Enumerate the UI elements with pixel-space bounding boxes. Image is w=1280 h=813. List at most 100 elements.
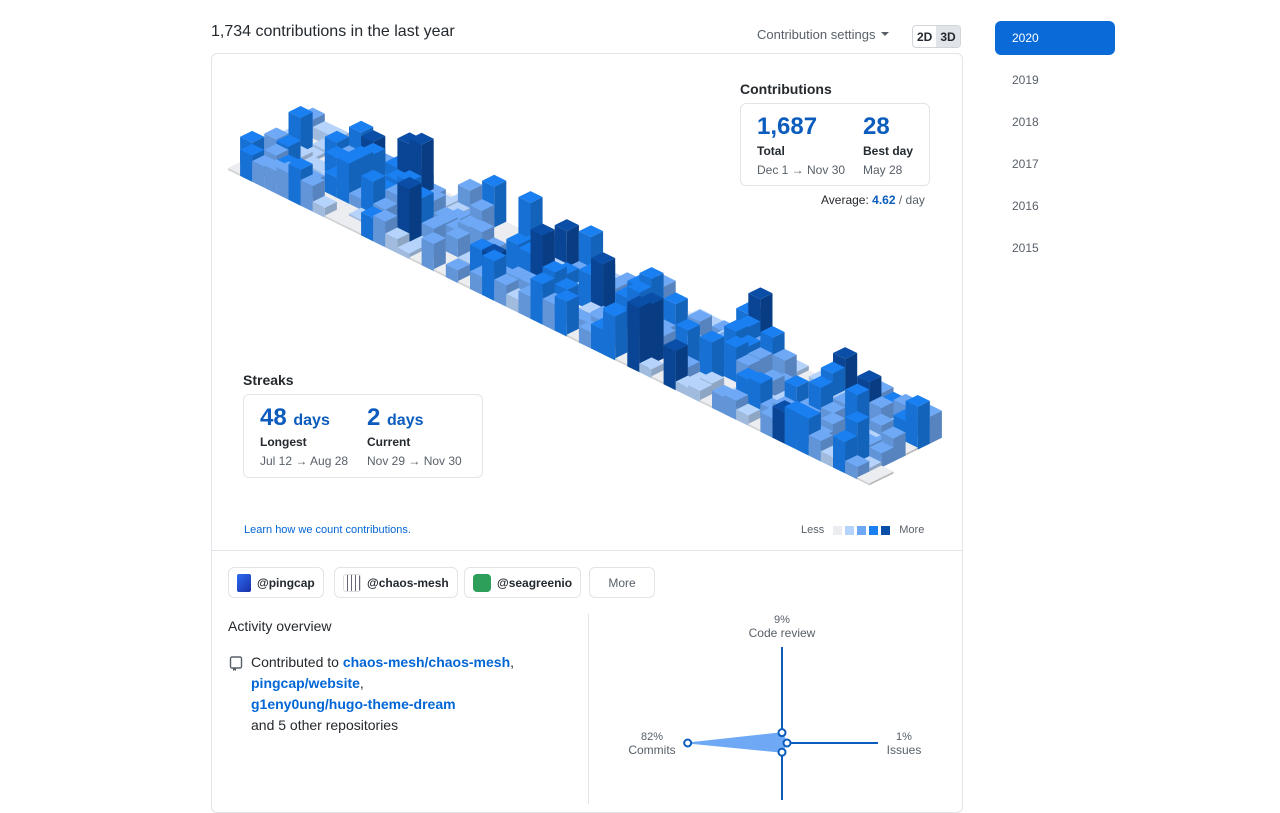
more-orgs-button[interactable]: More [589, 567, 655, 598]
contribution-bar-top [627, 280, 652, 293]
contribution-bar-top [820, 401, 846, 414]
streaks-heading: Streaks [243, 372, 294, 388]
contribution-bar-top [724, 389, 749, 401]
pingcap-logo-icon [237, 573, 251, 592]
contribution-bar-left-face [373, 215, 386, 248]
contribution-bar-right-face [494, 180, 507, 230]
year-2016[interactable]: 2016 [1012, 199, 1039, 213]
legend-swatch-3 [869, 525, 879, 535]
current-label: Current [367, 435, 411, 449]
org-filter-seagreenio[interactable]: @seagreenio [464, 567, 582, 598]
year-2018[interactable]: 2018 [1012, 115, 1039, 129]
total-value: 1,687 [757, 113, 818, 140]
year-2020[interactable]: 2020 [995, 21, 1115, 55]
repo-link-chaos-mesh[interactable]: chaos-mesh/chaos-mesh [342, 654, 511, 670]
contribution-bar-left-face [324, 215, 337, 224]
contribution-bar-top [385, 227, 410, 240]
best-day-value: 28 [863, 113, 890, 140]
year-list: 2020 2019 2018 2017 2016 2015 [995, 21, 1115, 273]
contribution-bar-top [687, 309, 712, 322]
contribution-bar-right-face [857, 417, 870, 468]
contribution-bar-left-face [445, 233, 458, 260]
org-filter-pingcap[interactable]: @pingcap [228, 567, 324, 598]
contribution-bar-top [760, 326, 785, 338]
contribution-bar-left-face [784, 406, 797, 450]
year-2015[interactable]: 2015 [1012, 241, 1039, 255]
activity-summary: Contributed to chaos-mesh/chaos-mesh, pi… [251, 654, 515, 733]
contribution-bar-top [349, 145, 374, 158]
year-2019[interactable]: 2019 [1012, 73, 1039, 87]
contribution-bar-left-face [615, 358, 628, 367]
contribution-bar-top [276, 134, 301, 147]
contribution-bar-left-face [845, 461, 858, 480]
contribution-bar-left-face [530, 278, 543, 325]
longest-streak-value: 48 [260, 404, 287, 431]
contribution-bar-left-face [905, 400, 918, 450]
contribution-settings-dropdown[interactable]: Contribution settings [757, 27, 889, 42]
contribution-bar-top [784, 400, 809, 413]
contribution-bar-top [409, 132, 434, 145]
current-range: Nov 29 → Nov 30 [367, 454, 462, 468]
contribution-bar-top [445, 202, 470, 214]
radar-point [782, 738, 792, 748]
contribution-bar-left-face [312, 201, 325, 218]
contribution-bar-left-face [566, 334, 579, 343]
contribution-bar-top [336, 151, 362, 164]
contribution-bar-top [554, 289, 579, 302]
contribution-bar-left-face [591, 323, 604, 355]
contribution-bar-left-face [264, 165, 277, 194]
contribution-bar-top [470, 220, 495, 233]
contributions-count-title: 1,734 contributions in the last year [211, 23, 455, 40]
contribution-bar-left-face [482, 255, 495, 301]
view-2d-button[interactable]: 2D [917, 30, 933, 44]
view-3d-button[interactable]: 3D [936, 26, 960, 47]
contribution-bar-left-face [675, 381, 688, 397]
learn-contributions-link[interactable]: Learn how we count contributions. [244, 524, 411, 536]
year-2017[interactable]: 2017 [1012, 157, 1039, 171]
contribution-bar-left-face [506, 294, 519, 313]
contribution-bar-top [736, 403, 761, 416]
org-filter-chaos-mesh[interactable]: @chaos-mesh [334, 567, 458, 598]
contribution-bar-left-face [627, 301, 640, 373]
activity-divider [588, 614, 589, 804]
activity-overview-title: Activity overview [228, 618, 332, 634]
contribution-bar-left-face [663, 345, 676, 391]
contribution-bar-top [433, 211, 458, 224]
repo-link-hugo-theme-dream[interactable]: g1eny0ung/hugo-theme-dream [251, 696, 456, 712]
radar-label-code-review: 9% Code review [748, 614, 816, 640]
contribution-bar-right-face [433, 238, 446, 272]
contribution-bar-top [421, 232, 446, 244]
contribution-bar-top [663, 339, 688, 351]
contribution-bar-top [300, 174, 325, 187]
contribution-bar-top [554, 219, 579, 231]
contribution-bar-top [699, 371, 725, 384]
contribution-bar-right-face [699, 385, 712, 403]
contribution-bar-left-face [397, 247, 410, 260]
contribution-bar-top [845, 383, 870, 396]
contribution-bar-top [869, 441, 894, 454]
contributions-box [740, 103, 930, 186]
contribution-bar-top [445, 227, 470, 240]
contribution-bar-right-face [905, 447, 918, 456]
contribution-bar-right-face [917, 400, 930, 450]
contribution-bar-top [578, 225, 604, 238]
contribution-bar-top [482, 249, 507, 262]
contribution-bar-left-face [336, 157, 349, 206]
chaos-mesh-logo-icon [343, 573, 361, 592]
longest-label: Longest [260, 435, 307, 449]
contribution-bar-top [470, 199, 495, 211]
contribution-bar-left-face [699, 336, 712, 385]
contribution-bar-right-face [929, 410, 942, 444]
contribution-bar-top [397, 177, 422, 189]
contribution-bar-left-face [724, 394, 737, 420]
streaks-box [243, 394, 483, 478]
contribution-bar-left-face [808, 435, 821, 462]
contribution-bar-top [276, 154, 301, 167]
contribution-bar-left-face [639, 363, 652, 379]
contribution-bar-right-face [300, 112, 313, 159]
contribution-bar-top [663, 292, 688, 305]
repo-link-pingcap-website[interactable]: pingcap/website [251, 675, 360, 691]
contribution-bar-left-face [228, 168, 241, 176]
contribution-bar-top [687, 379, 712, 391]
contribution-bar-top [869, 413, 894, 426]
